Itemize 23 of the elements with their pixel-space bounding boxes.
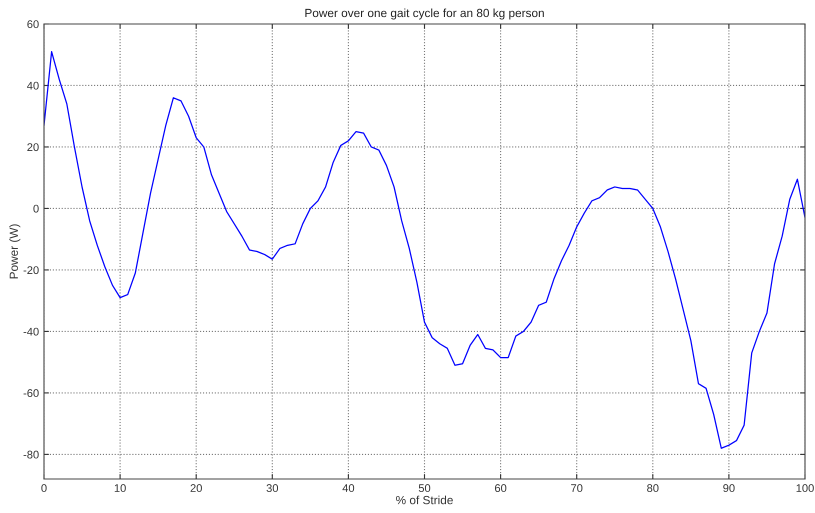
x-tick-label: 70 [571, 484, 582, 492]
x-tick-label: 0 [41, 484, 47, 492]
y-tick-label: -80 [24, 450, 39, 459]
y-tick-label: 60 [27, 20, 39, 28]
x-tick-label: 20 [190, 484, 202, 492]
x-tick-label: 60 [494, 484, 506, 492]
x-tick-label: 50 [418, 484, 430, 492]
x-axis-title: % of Stride [396, 496, 453, 504]
line-series [44, 51, 805, 449]
y-tick-label: 0 [33, 204, 39, 213]
x-tick-label: 90 [723, 484, 735, 492]
chart-title: Power over one gait cycle for an 80 kg person [305, 8, 544, 20]
y-tick-label: -60 [24, 389, 39, 398]
x-tick-label: 100 [796, 484, 814, 492]
x-tick-label: 40 [342, 484, 354, 492]
x-tick-label: 10 [114, 484, 126, 492]
y-tick-label: -40 [24, 328, 39, 336]
y-tick-label: -20 [24, 266, 39, 274]
y-axis-title: Power (W) [9, 224, 20, 278]
x-tick-label: 30 [266, 484, 278, 492]
y-tick-label: 40 [27, 82, 39, 90]
x-tick-label: 80 [647, 484, 659, 492]
y-tick-label: 20 [27, 143, 39, 152]
